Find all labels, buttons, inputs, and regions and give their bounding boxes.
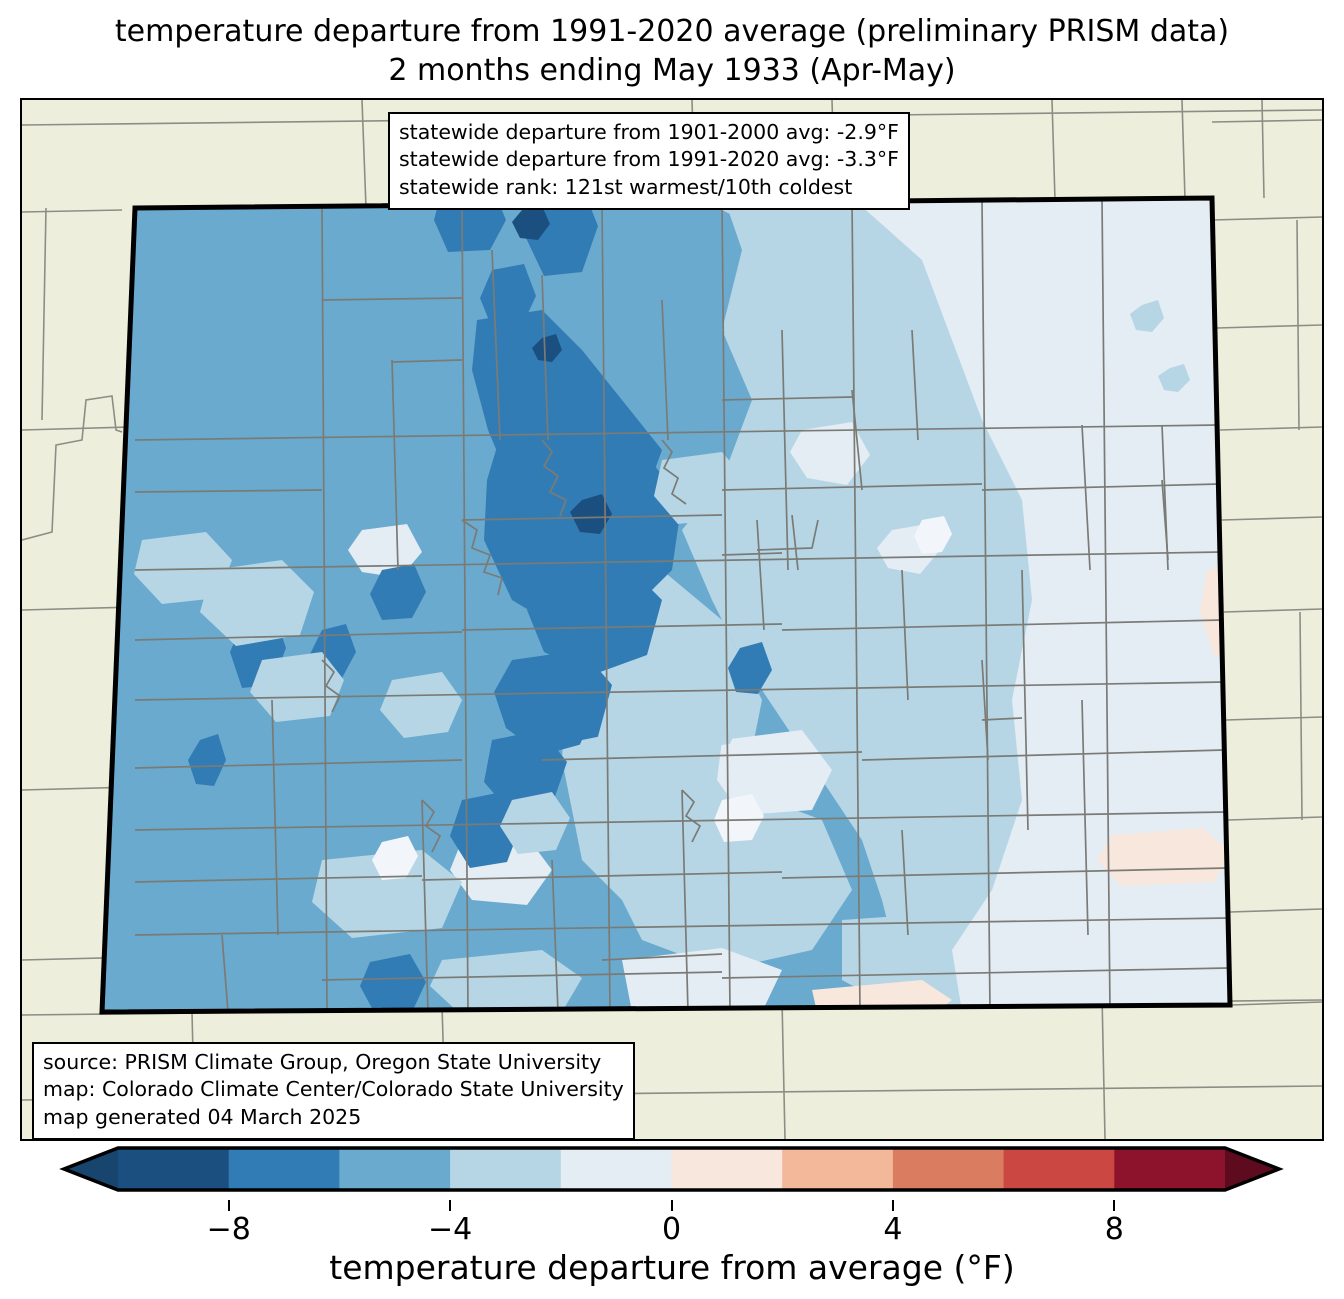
source-attribution-box: source: PRISM Climate Group, Oregon Stat… (32, 1042, 635, 1139)
colorbar-band (892, 1148, 1005, 1190)
colorbar-axis-label: temperature departure from average (°F) (329, 1248, 1015, 1287)
colorbar-band (339, 1148, 451, 1190)
statewide-stats-box: statewide departure from 1901-2000 avg: … (388, 112, 910, 210)
colorbar-gradient (59, 1146, 1284, 1192)
colorbar-tick-label: −4 (427, 1212, 473, 1247)
source-line-3: map generated 04 March 2025 (43, 1104, 362, 1129)
colorbar-band (450, 1148, 562, 1190)
colorbar: −8 −4 0 4 8 temperature departure from avera… (0, 1144, 1344, 1299)
colorbar-extend-min (64, 1148, 118, 1190)
colorbar-ticks (0, 1200, 1344, 1212)
colorbar-tick-labels: −8 −4 0 4 8 (0, 1212, 1344, 1252)
county-boundaries (134, 198, 1229, 1012)
colorbar-tick (227, 1200, 230, 1211)
colorado-temperature-anomaly-map (22, 100, 1322, 1139)
colorbar-band (560, 1148, 673, 1190)
stats-line-1: statewide departure from 1901-2000 avg: … (399, 120, 899, 144)
title-line-1: temperature departure from 1991-2020 ave… (114, 14, 1230, 49)
stats-line-3: statewide rank: 121st warmest/10th colde… (399, 174, 853, 199)
colorbar-band (228, 1148, 340, 1190)
colorbar-tick (891, 1200, 894, 1211)
colorbar-tick (449, 1200, 452, 1211)
colorbar-band (1003, 1148, 1115, 1190)
colorbar-tick-label: 0 (661, 1212, 682, 1247)
colorbar-band (118, 1148, 230, 1190)
colorbar-tick (670, 1200, 673, 1211)
colorbar-tick-label: 8 (1104, 1212, 1124, 1247)
colorbar-tick-label: 4 (883, 1212, 903, 1247)
colorbar-band (782, 1148, 894, 1190)
colorbar-extend-max (1225, 1148, 1279, 1190)
colorbar-tick-label: −8 (206, 1212, 251, 1247)
source-line-2: map: Colorado Climate Center/Colorado St… (43, 1077, 624, 1102)
map-panel: statewide departure from 1901-2000 avg: … (20, 98, 1324, 1141)
stats-line-2: statewide departure from 1991-2020 avg: … (399, 147, 899, 172)
colorbar-band (1114, 1148, 1226, 1190)
colorbar-band (671, 1148, 783, 1190)
title-line-2: 2 months ending May 1933 (Apr-May) (388, 53, 956, 88)
colorbar-tick (1113, 1200, 1116, 1211)
source-line-1: source: PRISM Climate Group, Oregon Stat… (43, 1050, 602, 1074)
chart-title: temperature departure from 1991-2020 ave… (0, 12, 1344, 90)
temperature-anomaly-fill (102, 198, 1230, 1012)
